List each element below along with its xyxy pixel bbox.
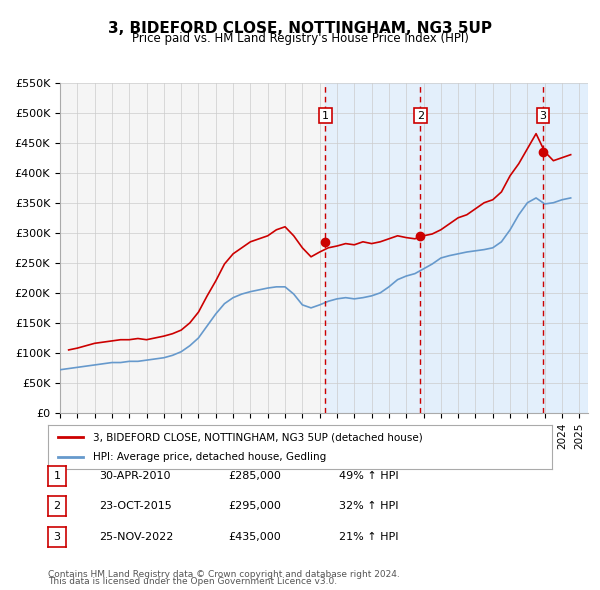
Bar [420, 83, 588, 413]
Bar [325, 83, 420, 413]
Text: HPI: Average price, detached house, Gedling: HPI: Average price, detached house, Gedl… [94, 452, 326, 461]
Text: 2: 2 [53, 502, 61, 511]
Text: Contains HM Land Registry data © Crown copyright and database right 2024.: Contains HM Land Registry data © Crown c… [48, 571, 400, 579]
Text: 3: 3 [539, 111, 547, 120]
Text: 21% ↑ HPI: 21% ↑ HPI [339, 532, 398, 542]
Text: 1: 1 [53, 471, 61, 480]
Bar [420, 83, 543, 413]
Text: £295,000: £295,000 [228, 502, 281, 511]
Text: 1: 1 [322, 111, 329, 120]
Text: 3, BIDEFORD CLOSE, NOTTINGHAM, NG3 5UP (detached house): 3, BIDEFORD CLOSE, NOTTINGHAM, NG3 5UP (… [94, 432, 423, 442]
Text: £435,000: £435,000 [228, 532, 281, 542]
Text: 32% ↑ HPI: 32% ↑ HPI [339, 502, 398, 511]
Text: Price paid vs. HM Land Registry's House Price Index (HPI): Price paid vs. HM Land Registry's House … [131, 32, 469, 45]
Text: 23-OCT-2015: 23-OCT-2015 [99, 502, 172, 511]
Bar [543, 83, 588, 413]
Text: 2: 2 [416, 111, 424, 120]
Bar [543, 83, 588, 413]
Text: This data is licensed under the Open Government Licence v3.0.: This data is licensed under the Open Gov… [48, 577, 337, 586]
Bar [325, 83, 588, 413]
Text: 25-NOV-2022: 25-NOV-2022 [99, 532, 173, 542]
Text: 49% ↑ HPI: 49% ↑ HPI [339, 471, 398, 480]
Text: 3, BIDEFORD CLOSE, NOTTINGHAM, NG3 5UP: 3, BIDEFORD CLOSE, NOTTINGHAM, NG3 5UP [108, 21, 492, 35]
Text: 3: 3 [53, 532, 61, 542]
Text: 30-APR-2010: 30-APR-2010 [99, 471, 170, 480]
Text: £285,000: £285,000 [228, 471, 281, 480]
